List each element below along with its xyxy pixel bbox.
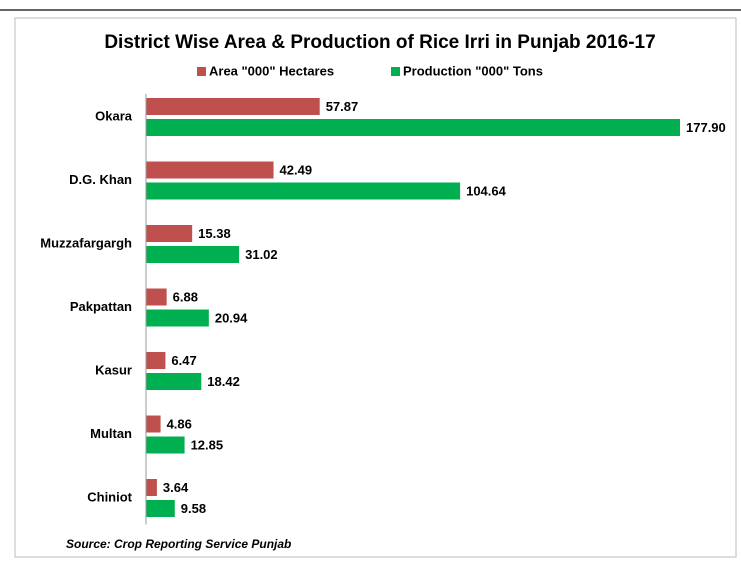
- value-label: 4.86: [167, 416, 192, 431]
- value-label: 18.42: [207, 374, 240, 389]
- value-label: 57.87: [326, 99, 359, 114]
- bar: [146, 373, 202, 390]
- bar: [146, 161, 274, 179]
- value-label: 6.47: [171, 353, 196, 368]
- chart-title: District Wise Area & Production of Rice …: [104, 32, 655, 53]
- legend-swatch: [197, 67, 206, 76]
- category-label: D.G. Khan: [69, 172, 132, 187]
- value-label: 3.64: [163, 480, 189, 495]
- bar: [146, 119, 680, 136]
- category-label: Multan: [90, 426, 132, 441]
- bar: [146, 288, 167, 306]
- bar: [146, 436, 185, 454]
- bar: [146, 246, 240, 263]
- value-label: 104.64: [466, 183, 507, 198]
- category-label: Kasur: [95, 362, 132, 377]
- bar: [146, 182, 461, 200]
- value-label: 6.88: [173, 289, 198, 304]
- legend-label: Production "000" Tons: [403, 63, 543, 78]
- bar: [146, 352, 166, 369]
- category-label: Pakpattan: [70, 299, 132, 314]
- legend-label: Area "000" Hectares: [209, 63, 334, 78]
- bar: [146, 415, 161, 433]
- frame: [14, 17, 737, 558]
- value-label: 42.49: [280, 162, 313, 177]
- category-label: Okara: [95, 108, 133, 123]
- value-label: 15.38: [198, 226, 231, 241]
- value-label: 31.02: [245, 247, 278, 262]
- bar: [146, 225, 193, 242]
- category-label: Muzzafargargh: [40, 235, 132, 250]
- value-label: 177.90: [686, 120, 726, 135]
- bar: [146, 309, 209, 327]
- value-label: 9.58: [181, 501, 206, 516]
- source: Source: Crop Reporting Service Punjab: [66, 537, 291, 551]
- value-label: 20.94: [215, 310, 248, 325]
- value-label: 12.85: [191, 437, 224, 452]
- bar: [146, 500, 175, 517]
- category-label: Chiniot: [87, 489, 132, 504]
- bar: [146, 98, 320, 115]
- legend-swatch: [391, 67, 400, 76]
- bar: [146, 479, 157, 496]
